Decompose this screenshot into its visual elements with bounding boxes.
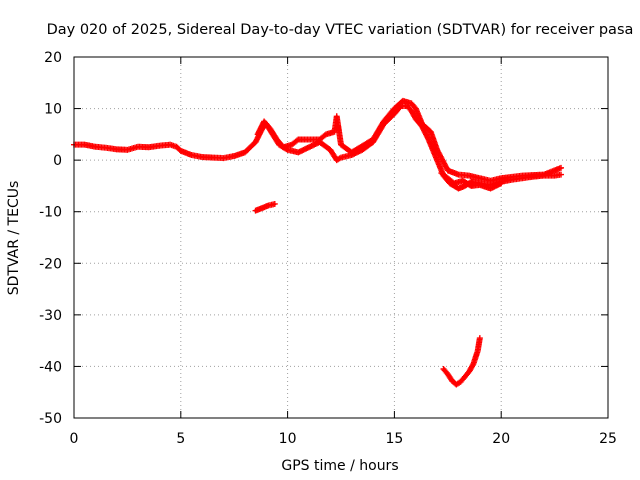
series-upper-branch [254,97,565,184]
data-point [293,137,300,144]
y-axis-label: SDTVAR / TECUs [6,181,22,296]
data-points [71,97,565,388]
x-tick-label: 0 [70,431,79,447]
y-tick-label: 0 [53,153,62,169]
data-point [498,180,505,187]
y-tick-label: -30 [39,308,62,324]
data-point [271,200,278,207]
y-tick-label: -20 [39,256,62,272]
y-tick-label: 10 [44,102,62,118]
y-tick-label: -40 [39,359,62,375]
x-tick-label: 5 [176,431,185,447]
data-point [476,335,483,342]
axis-ticks: 0 5 10 15 20 25 20 10 0 -10 -20 -30 -40 -50 [39,50,617,447]
series-lower-branch [438,170,505,192]
x-tick-label: 15 [385,431,403,447]
x-tick-label: 20 [492,431,510,447]
data-point [558,164,565,171]
grid-lines [74,57,608,418]
x-axis-label: GPS time / hours [281,458,398,474]
series-short-segment [252,200,278,214]
x-tick-label: 10 [279,431,297,447]
plot-frame [73,56,609,419]
series-outlier-segment [440,335,483,388]
y-tick-label: -50 [39,411,62,427]
y-tick-label: 20 [44,50,62,66]
x-tick-label: 25 [599,431,617,447]
data-point [558,171,565,178]
data-point [469,362,476,369]
chart-title: Day 020 of 2025, Sidereal Day-to-day VTE… [47,22,634,38]
y-tick-label: -10 [39,205,62,221]
